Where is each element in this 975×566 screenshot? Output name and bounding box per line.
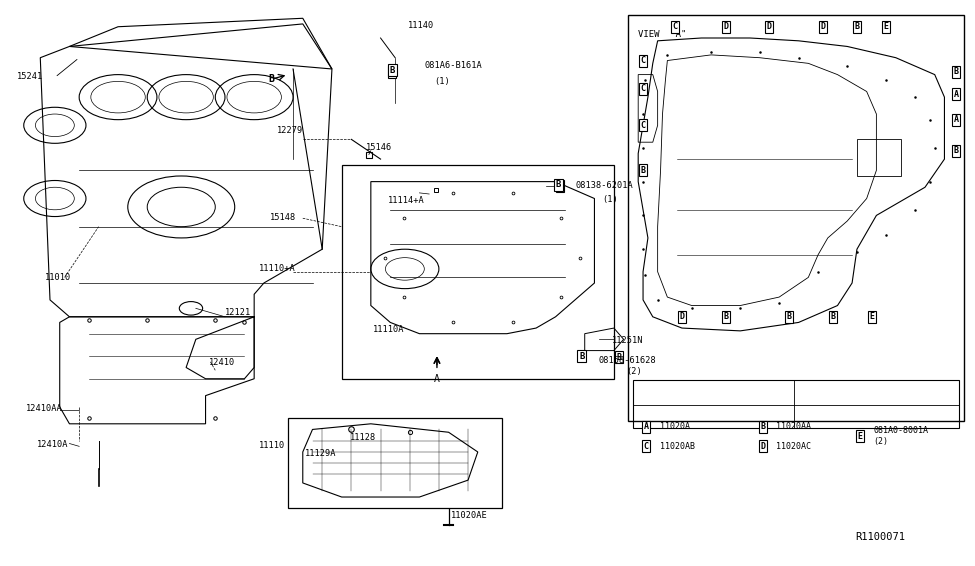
Text: 11251N: 11251N: [612, 336, 644, 345]
Text: D: D: [820, 22, 826, 31]
Text: 081A6-B161A: 081A6-B161A: [424, 61, 482, 70]
Text: R1100071: R1100071: [855, 532, 906, 542]
Text: C: C: [673, 22, 678, 31]
Text: VIEW  "A": VIEW "A": [639, 29, 686, 38]
Text: 12121: 12121: [225, 308, 252, 318]
Text: B: B: [723, 312, 728, 321]
Text: 08158-61628: 08158-61628: [599, 356, 656, 365]
Text: 12279: 12279: [277, 126, 303, 135]
Text: 11129A: 11129A: [305, 449, 336, 458]
Text: B: B: [830, 312, 836, 321]
Text: 11020AC: 11020AC: [776, 442, 811, 451]
Text: (2): (2): [627, 367, 643, 376]
Text: 15241: 15241: [17, 72, 43, 82]
Text: B: B: [641, 166, 645, 175]
Text: 11110A: 11110A: [372, 325, 405, 334]
Text: (1): (1): [603, 195, 618, 204]
Text: E: E: [857, 432, 862, 441]
Text: B: B: [760, 422, 765, 431]
Text: A: A: [644, 422, 648, 431]
Text: B: B: [954, 146, 958, 155]
Text: (1): (1): [434, 78, 449, 87]
Text: B: B: [390, 67, 395, 76]
Text: 11140: 11140: [408, 20, 434, 29]
Text: E: E: [869, 312, 874, 321]
Text: C: C: [641, 56, 645, 65]
Text: B: B: [954, 67, 958, 76]
Text: D: D: [760, 442, 765, 451]
Text: 15146: 15146: [366, 143, 392, 152]
Text: B: B: [556, 181, 562, 190]
Text: 12410A: 12410A: [37, 440, 69, 449]
Text: E: E: [883, 22, 888, 31]
Text: B: B: [269, 74, 275, 84]
Text: 11114+A: 11114+A: [388, 196, 425, 205]
Bar: [634, 380, 959, 428]
Text: B: B: [558, 181, 563, 190]
Bar: [341, 165, 614, 379]
Text: 12410: 12410: [209, 358, 235, 367]
Text: B: B: [616, 353, 621, 362]
Text: 15148: 15148: [270, 213, 296, 222]
Text: B: B: [579, 351, 584, 361]
Text: 11020A: 11020A: [659, 422, 689, 431]
Text: A: A: [954, 90, 958, 99]
Text: B: B: [854, 22, 859, 31]
Text: 11010: 11010: [45, 273, 71, 282]
Text: A: A: [954, 115, 958, 124]
Text: 11110: 11110: [259, 441, 286, 450]
Text: 11110+A: 11110+A: [259, 264, 296, 273]
Text: D: D: [723, 22, 728, 31]
Bar: [629, 15, 964, 421]
Text: D: D: [767, 22, 772, 31]
Text: 11128: 11128: [349, 433, 375, 442]
Text: 11020AB: 11020AB: [659, 442, 694, 451]
Text: 081A0-8001A
(2): 081A0-8001A (2): [874, 427, 928, 446]
Text: C: C: [644, 442, 648, 451]
Text: A: A: [434, 374, 440, 384]
Text: C: C: [641, 84, 645, 93]
Text: 08138-6201A: 08138-6201A: [575, 181, 633, 190]
Text: 12410AA: 12410AA: [25, 404, 62, 413]
Bar: [289, 418, 502, 508]
Text: D: D: [680, 312, 684, 321]
Text: B: B: [390, 66, 395, 75]
Text: C: C: [641, 121, 645, 130]
Text: B: B: [787, 312, 792, 321]
Bar: [857, 139, 901, 176]
Text: 11020AE: 11020AE: [450, 511, 488, 520]
Text: 11020AA: 11020AA: [776, 422, 811, 431]
